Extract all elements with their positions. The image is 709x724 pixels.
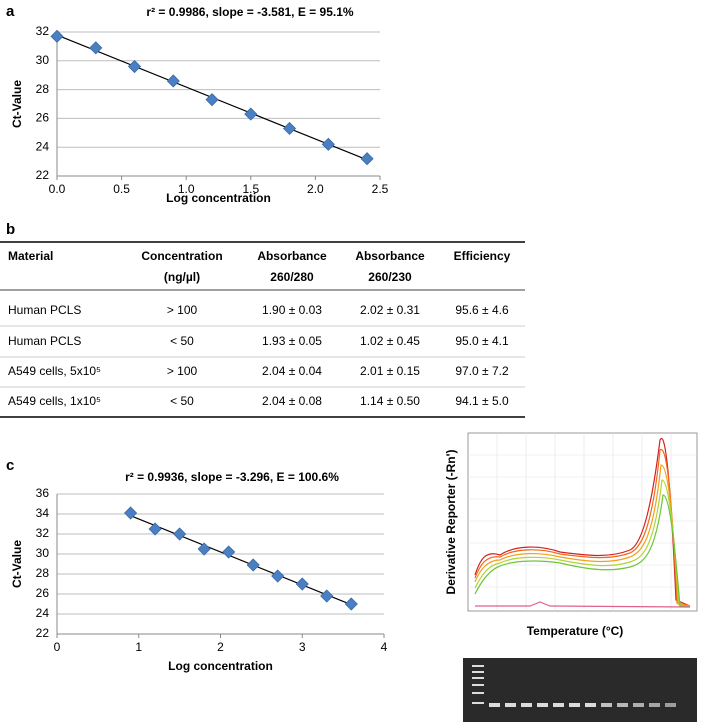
- table-header-cell: 260/280: [270, 270, 314, 284]
- y-tick-label: 24: [36, 606, 50, 620]
- table-header-cell: Material: [8, 249, 53, 263]
- x-axis-label: Log concentration: [168, 659, 273, 673]
- x-tick-label: 0.0: [49, 182, 66, 196]
- melt-frame: [467, 432, 698, 612]
- x-axis-label: Log concentration: [166, 191, 271, 205]
- data-point: [166, 74, 180, 88]
- table-cell: 2.04 ± 0.08: [262, 394, 322, 408]
- data-point: [320, 589, 334, 603]
- data-point: [50, 29, 64, 43]
- data-point: [360, 152, 374, 166]
- table-cell: 1.14 ± 0.50: [360, 394, 420, 408]
- y-tick-label: 26: [36, 111, 50, 125]
- x-tick-label: 1: [135, 640, 142, 654]
- table-header-cell: Absorbance: [257, 249, 327, 263]
- x-tick-label: 2.5: [372, 182, 389, 196]
- table-header-cell: 260/230: [368, 270, 412, 284]
- data-point: [271, 569, 285, 583]
- table-header-cell: Concentration: [141, 249, 222, 263]
- data-point: [148, 522, 162, 536]
- y-tick-label: 26: [36, 586, 50, 600]
- panel-label: c: [6, 457, 14, 474]
- chart-title: r² = 0.9986, slope = -3.581, E = 95.1%: [146, 5, 353, 19]
- y-tick-label: 28: [36, 566, 50, 580]
- table-cell: 1.93 ± 0.05: [262, 334, 322, 348]
- table-cell: 2.01 ± 0.15: [360, 364, 420, 378]
- table-cell: 94.1 ± 5.0: [455, 394, 509, 408]
- data-point: [124, 506, 138, 520]
- trendline: [130, 515, 352, 606]
- table-cell: Human PCLS: [8, 303, 81, 317]
- table-cell: A549 cells, 5x10⁵: [8, 364, 101, 378]
- y-axis-label: Ct-Value: [10, 540, 24, 588]
- y-tick-label: 32: [36, 526, 50, 540]
- table-cell: 97.0 ± 7.2: [455, 364, 509, 378]
- y-tick-label: 36: [36, 486, 50, 500]
- data-point: [222, 545, 236, 559]
- x-axis-label: Temperature (°C): [527, 624, 624, 638]
- x-tick-label: 0: [54, 640, 61, 654]
- x-tick-label: 1.5: [242, 182, 259, 196]
- panel-label: b: [6, 221, 15, 238]
- data-point: [197, 542, 211, 556]
- y-tick-label: 34: [36, 506, 50, 520]
- y-tick-label: 30: [36, 53, 50, 67]
- data-point: [244, 107, 258, 121]
- table-header-cell: Absorbance: [355, 249, 425, 263]
- data-point: [205, 93, 219, 107]
- table-cell: 95.0 ± 4.1: [455, 334, 509, 348]
- table-cell: 2.02 ± 0.31: [360, 303, 420, 317]
- y-axis-label: Ct-Value: [10, 80, 24, 128]
- x-tick-label: 3: [299, 640, 306, 654]
- data-point: [344, 597, 358, 611]
- x-tick-label: 2.0: [307, 182, 324, 196]
- table-cell: 1.02 ± 0.45: [360, 334, 420, 348]
- y-tick-label: 30: [36, 546, 50, 560]
- data-point: [89, 41, 103, 55]
- table-cell: > 100: [167, 303, 198, 317]
- table-cell: 2.04 ± 0.04: [262, 364, 322, 378]
- melt-curves: [474, 438, 691, 608]
- y-tick-label: 22: [36, 168, 50, 182]
- chart-title: r² = 0.9936, slope = -3.296, E = 100.6%: [125, 470, 339, 484]
- table-cell: Human PCLS: [8, 334, 81, 348]
- x-tick-label: 1.0: [178, 182, 195, 196]
- y-tick-label: 32: [36, 24, 50, 38]
- data-point: [127, 59, 142, 74]
- table-cell: A549 cells, 1x10⁵: [8, 394, 101, 408]
- y-tick-label: 28: [36, 82, 50, 96]
- x-tick-label: 0.5: [113, 182, 130, 196]
- y-tick-label: 24: [36, 139, 50, 153]
- data-point: [295, 577, 309, 591]
- panel-label: a: [6, 3, 15, 20]
- x-tick-label: 4: [381, 640, 388, 654]
- table-header-cell: Efficiency: [454, 249, 511, 263]
- y-tick-label: 22: [36, 626, 50, 640]
- melt-curve-panel: Temperature (°C) Derivative Reporter (-R…: [444, 432, 698, 638]
- y-axis-label: Derivative Reporter (-Rn'): [444, 450, 458, 595]
- table-cell: < 50: [170, 334, 194, 348]
- x-tick-label: 2: [217, 640, 224, 654]
- data-point: [321, 137, 335, 151]
- table-cell: 1.90 ± 0.03: [262, 303, 322, 317]
- gel-image: [463, 658, 697, 722]
- table-cell: > 100: [167, 364, 198, 378]
- data-point: [246, 558, 260, 572]
- table-cell: 95.6 ± 4.6: [455, 303, 509, 317]
- table-header-cell: (ng/µl): [164, 270, 200, 284]
- data-point: [282, 121, 297, 136]
- table-cell: < 50: [170, 394, 194, 408]
- data-point: [173, 527, 187, 541]
